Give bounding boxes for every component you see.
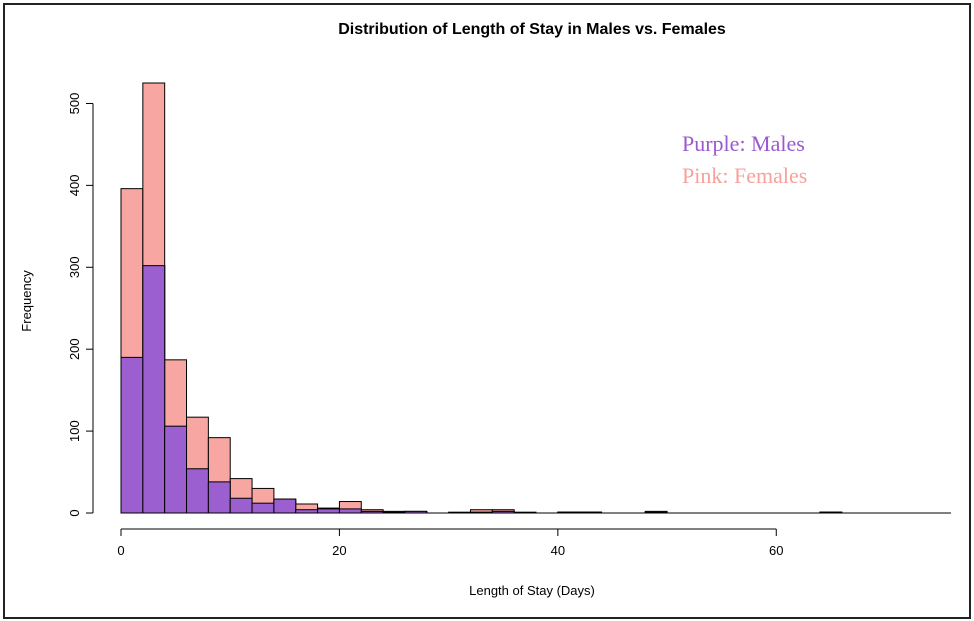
male-bar-overlap [120,356,144,514]
x-tick-label: 40 [551,543,565,558]
y-axis-label: Frequency [19,270,34,332]
axes-layer: 0 100 200 300 400 500 0 20 40 60 [67,93,783,558]
chart-frame: Distribution of Length of Stay in Males … [3,3,971,619]
male-bar-overlap [229,497,253,514]
x-tick-label: 60 [769,543,783,558]
legend-males: Purple: Males [682,131,805,156]
male-bar-overlap [317,508,340,514]
male-bar-overlap [251,502,275,514]
y-tick-label: 300 [67,256,82,278]
x-axis-label: Length of Stay (Days) [469,583,595,598]
y-tick-label: 400 [67,175,82,197]
chart-title: Distribution of Length of Stay in Males … [338,21,726,38]
y-tick-label: 500 [67,93,82,115]
y-tick-label: 0 [67,509,82,516]
male-bar-overlap [338,508,362,514]
male-bar-overlap [142,265,166,514]
legend-females: Pink: Females [682,163,807,188]
male-bar-overlap [186,468,209,514]
male-bar-overlap [207,481,231,514]
y-tick-label: 200 [67,338,82,360]
male-bar-overlap [273,498,297,514]
x-tick-label: 20 [332,543,346,558]
bars-layer [120,82,951,514]
histogram-chart: Distribution of Length of Stay in Males … [19,21,951,598]
male-bar-overlap [164,425,188,514]
x-tick-label: 0 [117,543,124,558]
y-tick-label: 100 [67,420,82,442]
